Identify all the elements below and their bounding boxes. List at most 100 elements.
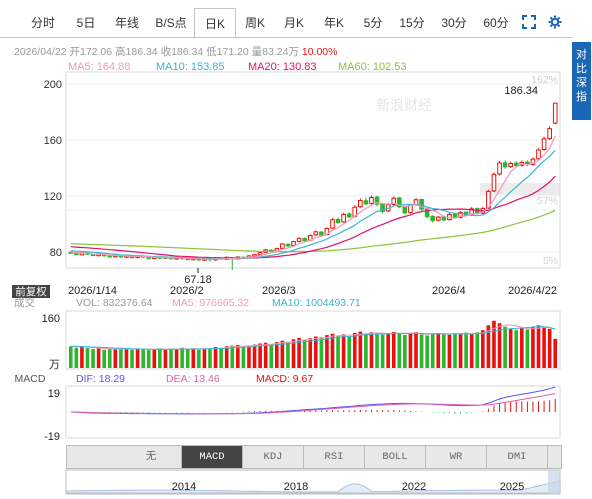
tab-yearline[interactable]: 年线 (114, 16, 139, 30)
volume-bar (68, 346, 73, 368)
candle-body (257, 252, 263, 256)
candle-body (291, 241, 296, 247)
macd-title: MACD (15, 373, 46, 385)
volume-bar (191, 348, 196, 368)
indicator-boll-button[interactable]: BOLL (365, 446, 426, 468)
volume-bar (130, 349, 134, 368)
tab-60min[interactable]: 60分 (483, 16, 509, 30)
candle-body (341, 213, 346, 223)
indicator-macd-button[interactable]: MACD (182, 446, 243, 468)
volume-bar (202, 348, 207, 368)
volume-bar (375, 334, 379, 368)
settings-gear-icon[interactable] (548, 15, 562, 29)
candle-body (513, 162, 519, 167)
volume-bar (213, 347, 218, 368)
navigator-years: 2014 2018 2022 2025 (172, 481, 524, 493)
candle-body (280, 243, 285, 249)
volume-bar (74, 347, 79, 368)
tab-30min[interactable]: 30分 (441, 16, 467, 30)
volume-bar (80, 347, 84, 368)
candle-body (402, 206, 408, 214)
macd-panel (65, 385, 561, 439)
volume-axis-top: 160 (42, 313, 60, 325)
vol-value: 83.24万 (262, 46, 299, 58)
pct-label-mid: 57% (537, 195, 558, 207)
price-tick-label: 200 (44, 79, 62, 91)
range-navigator[interactable]: 2014 2018 2022 2025 (0, 469, 592, 499)
price-gridlines (66, 83, 560, 253)
volume-bar (102, 349, 107, 368)
compare-shenzhen-button[interactable]: 对比深指 (572, 42, 591, 120)
indicator-buttons: 无 MACD KDJ RSI BOLL WR DMI (66, 445, 562, 469)
candle-body (435, 216, 441, 221)
pct-change: 10.00% (301, 46, 338, 58)
volume-bar (341, 334, 346, 368)
candle-body (458, 212, 463, 218)
indicator-rsi-button[interactable]: RSI (304, 446, 365, 468)
vol-label: 量 (251, 46, 263, 58)
candle-body (363, 200, 369, 205)
candle-body (541, 138, 547, 151)
volume-bar (146, 350, 151, 368)
volume-bar (313, 336, 318, 368)
tab-5min[interactable]: 5分 (363, 16, 383, 30)
volume-bar (169, 348, 173, 368)
candle-body (285, 243, 291, 247)
volume-bar (503, 326, 507, 368)
tab-weekly-k[interactable]: 周K (244, 16, 265, 30)
candle-body (374, 196, 380, 205)
candle-body (369, 197, 374, 204)
nav-year-4: 2025 (500, 481, 524, 493)
volume-bar (492, 320, 496, 368)
candle-body (107, 255, 113, 258)
fuquan-button[interactable] (12, 285, 50, 298)
volume-title: 成交 (14, 296, 35, 309)
ma60-legend: MA60: 102.53 (338, 61, 407, 73)
watermark: 新浪财经 (376, 97, 432, 113)
fullscreen-icon[interactable] (522, 15, 536, 29)
volume-bar (403, 335, 407, 368)
tab-bs-points[interactable]: B/S点 (155, 16, 187, 30)
volume-bar (347, 336, 352, 368)
tab-monthly-k[interactable]: 月K (283, 16, 304, 30)
tab-divider (0, 37, 572, 38)
indicator-wr-button[interactable]: WR (426, 446, 487, 468)
nav-year-3: 2022 (402, 481, 426, 493)
date-label-4: 2026/4 (432, 285, 466, 297)
volume-bar (475, 332, 480, 368)
indicator-dmi-button[interactable]: DMI (487, 446, 548, 468)
info-date: 2026/04/22 (14, 46, 67, 58)
volume-bar (286, 341, 290, 368)
volume-bar (542, 326, 546, 368)
volume-bar (119, 348, 123, 368)
candle-body (430, 215, 436, 222)
candle-body (424, 208, 430, 218)
volume-bar (453, 333, 457, 368)
candle-body (497, 162, 502, 175)
volume-bar (263, 342, 268, 368)
stock-chart[interactable]: 新浪财经 80 120 160 200 162% 57% 5% 186.34 67.1… (0, 0, 592, 440)
indicator-kdj-button[interactable]: KDJ (243, 446, 304, 468)
macd-histogram (75, 398, 556, 414)
close-value: 186.34 (171, 46, 204, 58)
tab-5day[interactable]: 5日 (76, 16, 96, 30)
volume-bar (302, 340, 307, 368)
candle-body (502, 162, 508, 168)
moving-average-lines (70, 135, 556, 260)
candle-body (335, 219, 341, 223)
tab-yearly-k[interactable]: 年K (323, 16, 344, 30)
tab-15min[interactable]: 15分 (399, 16, 425, 30)
low-label: 低 (206, 46, 217, 58)
navigator-selection[interactable] (548, 470, 560, 494)
date-label-5: 2026/4/22 (508, 285, 557, 297)
indicator-none-button[interactable]: 无 (121, 446, 182, 468)
volume-bar (158, 348, 162, 368)
volume-bar (236, 344, 240, 368)
volume-bar (425, 335, 429, 368)
candle-body (330, 219, 335, 229)
tab-daily-k[interactable]: 日K (194, 8, 236, 39)
volume-bar (419, 334, 424, 368)
volume-bar (442, 333, 446, 368)
candle-body (74, 253, 79, 256)
tab-fenshi[interactable]: 分时 (30, 16, 55, 30)
